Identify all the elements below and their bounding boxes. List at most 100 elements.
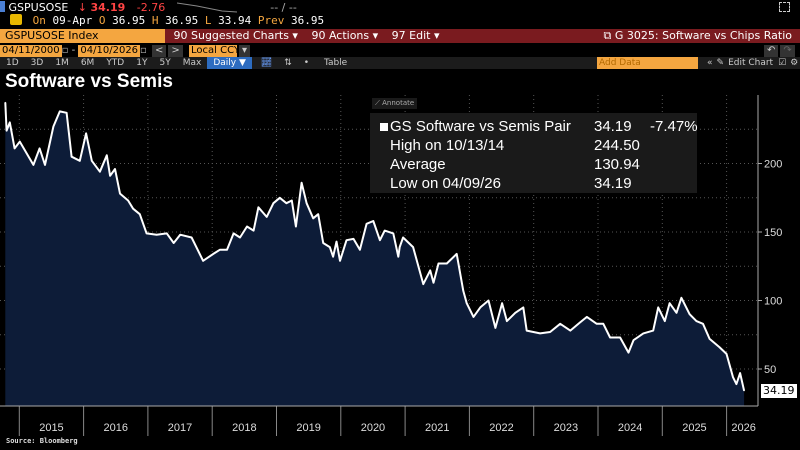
series-value: 34.19 [594, 118, 632, 135]
security-field[interactable]: GSPUSOSE Index [0, 29, 165, 43]
ohlc-line: On 09-Apr O 36.95 H 36.95 L 33.94 Prev 3… [0, 14, 324, 27]
annotate-icon: ⟋ [375, 99, 383, 107]
open-label: O [98, 14, 106, 27]
table-button[interactable]: Table [323, 58, 348, 68]
y-tick-label: 150 [764, 227, 782, 239]
period-ytd[interactable]: YTD [106, 58, 125, 68]
end-date-input[interactable]: 04/10/2026 [78, 45, 141, 57]
open-value: 36.95 [112, 14, 146, 27]
period-1y[interactable]: 1Y [136, 58, 148, 68]
data-point [5, 130, 8, 132]
annotate-icon[interactable]: ☑ [778, 58, 787, 68]
chart-name-link[interactable]: ⧉ G 3025: Software vs Chips Ratio [604, 29, 792, 43]
data-point [602, 323, 604, 325]
data-point [99, 171, 101, 173]
low-label: Low on 04/09/26 [390, 175, 501, 192]
prev-value: 36.95 [291, 14, 325, 27]
data-point [586, 316, 588, 318]
next-button[interactable]: > [168, 45, 183, 57]
legend-series[interactable]: GS Software vs Semis Pair 34.19 -7.47% [380, 117, 698, 136]
data-point [279, 197, 281, 199]
period-3d[interactable]: 3D [30, 58, 44, 68]
gear-icon[interactable]: ⚙ [790, 58, 799, 68]
legend-average: Average 130.94 [380, 155, 697, 174]
ticker-marker-icon [0, 1, 5, 12]
last-price: 34.19 [90, 1, 126, 14]
data-point [735, 383, 737, 385]
sparkline-icon [176, 2, 237, 13]
add-data-input[interactable]: Add Data [597, 57, 698, 69]
data-point [559, 323, 561, 325]
period-max[interactable]: Max [182, 58, 202, 68]
data-point [379, 239, 381, 241]
bid-ask: -- / -- [270, 1, 297, 14]
bar-chart-icon[interactable]: ⇅ [284, 58, 292, 68]
data-point [725, 353, 728, 355]
down-arrow-icon: ↓ [77, 1, 87, 14]
prev-label: Prev [257, 14, 285, 27]
previous-button[interactable]: < [152, 45, 167, 57]
data-point [335, 240, 338, 243]
x-tick-label: 2018 [232, 422, 256, 434]
last-value-tag: 34.19 [761, 384, 797, 398]
data-point [317, 213, 319, 215]
edit-chart-button[interactable]: Edit Chart [728, 58, 774, 68]
line-chart-icon[interactable]: 📈︎ [260, 58, 273, 68]
data-point [526, 330, 528, 332]
data-point [9, 121, 11, 124]
data-point [456, 253, 458, 255]
data-point [466, 302, 468, 304]
data-point [132, 208, 134, 210]
x-tick-label: 2016 [104, 422, 128, 434]
tag-icon [10, 14, 22, 25]
high-label: High on 10/13/14 [390, 137, 505, 154]
popout-icon[interactable] [779, 2, 790, 12]
data-point [70, 156, 73, 158]
more-icon[interactable]: • [303, 58, 310, 68]
redo-icon[interactable]: ↷ [780, 45, 795, 57]
data-point [579, 321, 581, 324]
frequency-select[interactable]: Daily ▼ [207, 57, 252, 69]
annotate-button[interactable]: ⟋ Annotate [372, 98, 418, 109]
legend-low: Low on 04/09/26 34.19 [380, 174, 697, 193]
undo-redo: ↶ ↷ [762, 45, 795, 57]
data-point [246, 225, 248, 228]
series-square-icon [380, 123, 388, 131]
edit-button[interactable]: 97 Edit ▾ [391, 29, 440, 42]
currency-select[interactable]: Local CCY [188, 45, 240, 57]
period-5y[interactable]: 5Y [159, 58, 171, 68]
data-point [657, 306, 659, 308]
data-point [596, 323, 598, 325]
source-note: Source: Bloomberg [6, 437, 78, 445]
data-point [718, 346, 721, 348]
undo-icon[interactable]: ↶ [764, 45, 779, 57]
calendar-icon[interactable]: ▫ [61, 45, 69, 56]
data-point [329, 246, 331, 248]
period-6m[interactable]: 6M [80, 58, 95, 68]
start-date-input[interactable]: 04/11/2000 [0, 45, 62, 57]
data-point [79, 160, 81, 162]
low-value: 34.19 [594, 175, 632, 192]
period-1d[interactable]: 1D [6, 58, 19, 68]
data-point [743, 390, 745, 392]
x-tick-label: 2019 [296, 422, 320, 434]
date-range-row: 04/11/2000 ▫ - 04/10/2026 ▫ < > Local CCY ▾ [0, 45, 251, 57]
low-value: 33.94 [218, 14, 252, 27]
x-tick-label: 2022 [489, 422, 513, 434]
currency-dropdown-icon[interactable]: ▾ [238, 45, 251, 57]
collapse-icon[interactable]: « [707, 58, 713, 68]
calendar-icon[interactable]: ▫ [140, 45, 147, 56]
average-label: Average [390, 156, 446, 173]
suggested-charts-button[interactable]: 90 Suggested Charts ▾ [173, 29, 298, 42]
x-tick-label: 2025 [682, 422, 706, 434]
period-1m[interactable]: 1M [55, 58, 69, 68]
data-point [732, 376, 734, 378]
data-point [366, 223, 368, 225]
data-point [322, 242, 324, 244]
data-point [432, 282, 435, 284]
actions-button[interactable]: 90 Actions ▾ [311, 29, 379, 42]
pencil-icon[interactable]: ✎ [716, 58, 725, 68]
high-value: 244.50 [594, 137, 640, 154]
data-point [39, 147, 41, 150]
